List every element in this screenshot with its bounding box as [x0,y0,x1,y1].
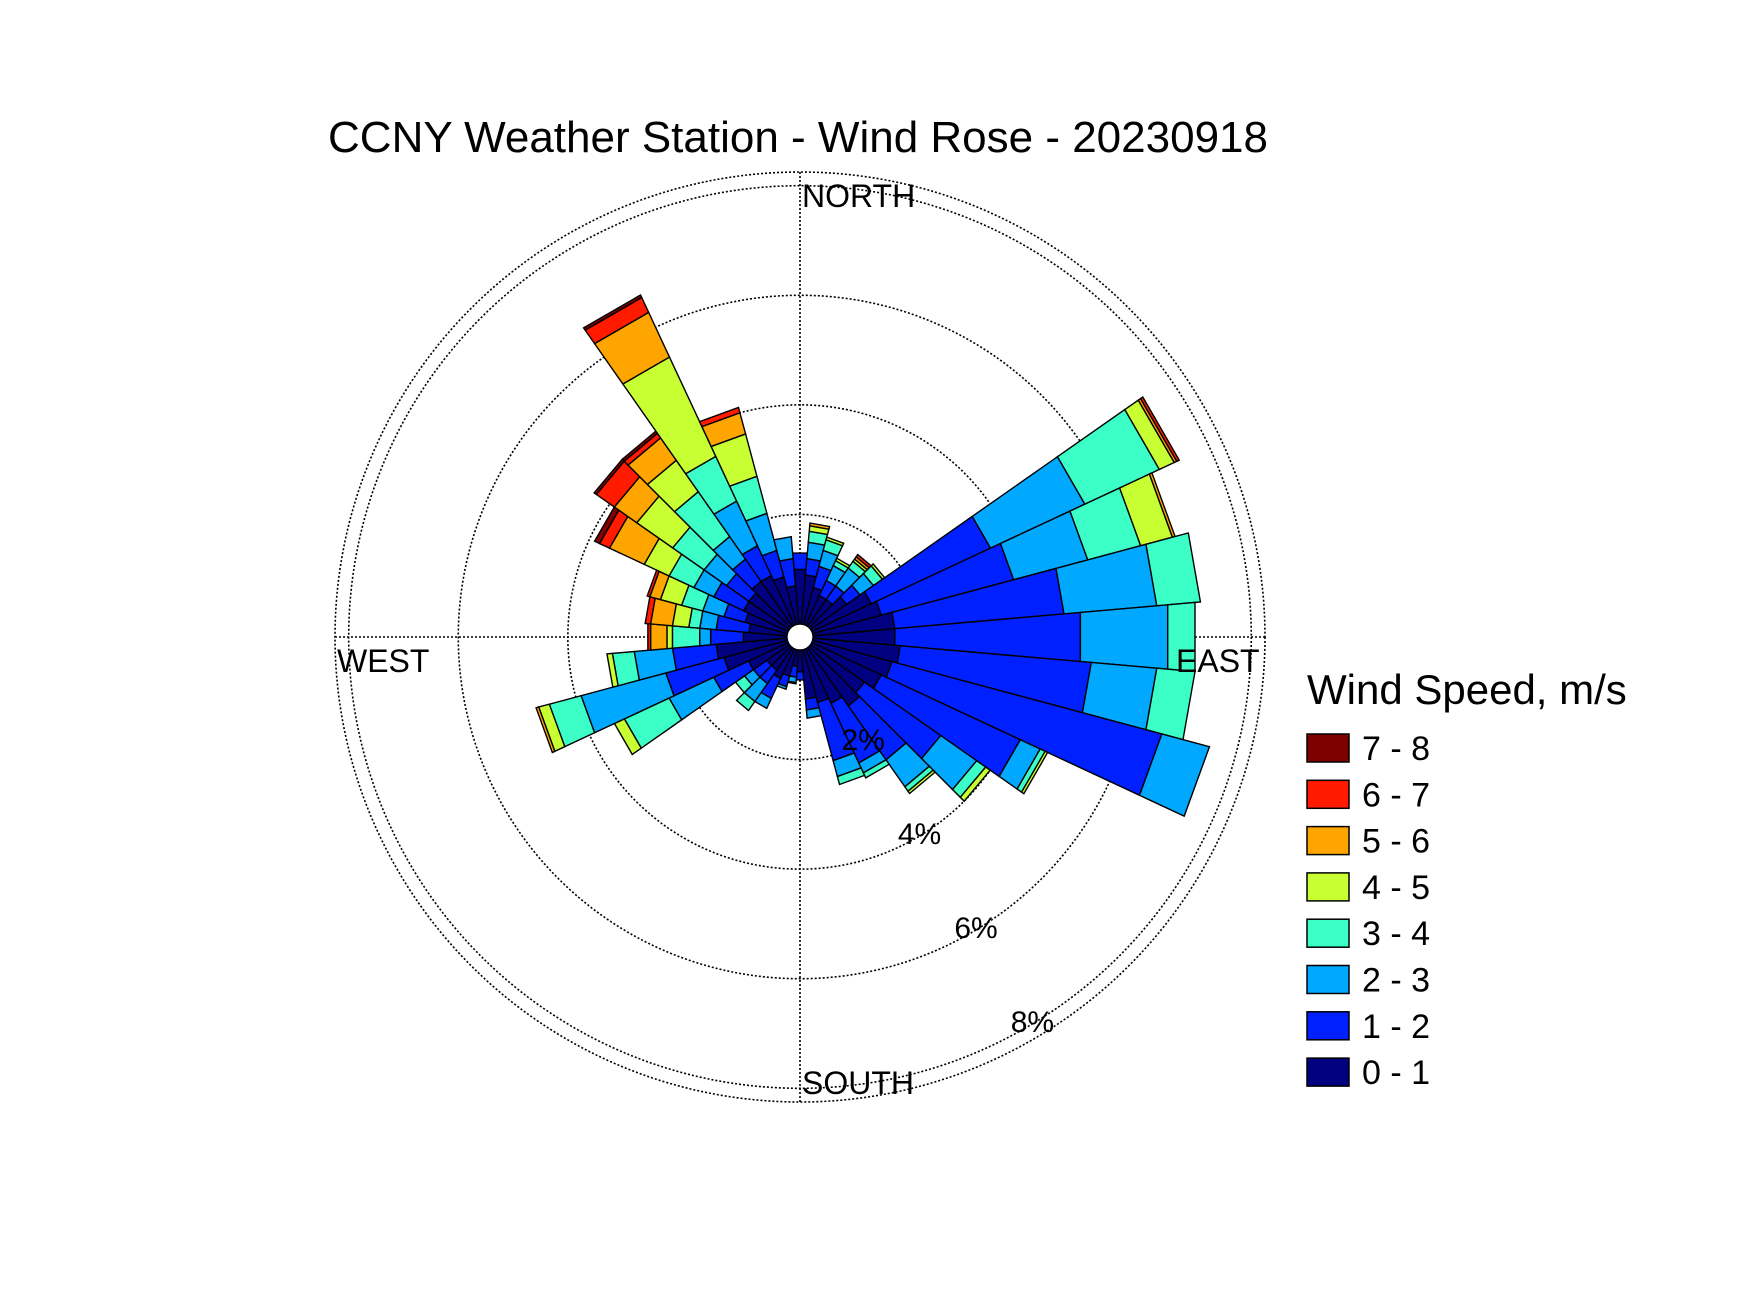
legend-label-3-4: 3 - 4 [1362,915,1430,953]
petal-160deg-bin-3 [836,767,866,786]
legend-label-7-8: 7 - 8 [1362,730,1430,768]
legend-swatch-4-5 [1306,872,1350,902]
legend-swatch-7-8 [1306,733,1350,763]
petal-60deg-bin-6 [1139,395,1181,463]
petal-170deg-bin-2 [805,706,822,719]
legend-swatch-5-6 [1306,825,1350,856]
petal-270deg-bin-6 [647,622,652,652]
ring-label-6%: 6% [954,912,997,945]
petal-90deg-bin-2 [1079,604,1169,670]
legend-swatch-2-3 [1306,964,1350,995]
petal-120deg-bin-4 [1020,750,1049,795]
ring-label-2%: 2% [841,724,884,757]
west-label: WEST [337,643,429,679]
petal-10deg-bin-5 [808,522,831,530]
grid-labels: 2% 4% 6% 8% [841,724,1054,1039]
legend-items: 7 - 8 6 - 7 5 - 6 4 - 5 3 - 4 2 - 3 1 - 2 0 - 1 [1306,730,1430,1092]
ring-label-4%: 4% [898,818,941,851]
petal-270deg-bin-3 [671,625,701,649]
legend-label-2-3: 2 - 3 [1362,962,1430,1000]
legend-label-1-2: 1 - 2 [1362,1008,1430,1046]
petal-340deg-bin-6 [698,406,741,428]
south-label: SOUTH [802,1065,914,1101]
center-hole [786,623,814,651]
legend-swatch-1-2 [1306,1011,1350,1041]
petal-350deg-bin-2 [773,535,794,562]
petal-20deg-bin-4 [825,536,845,547]
petal-140deg-bin-4 [907,769,937,795]
petal-130deg-bin-4 [959,766,992,803]
legend-swatch-0-1 [1306,1057,1350,1087]
petal-220deg-bin-3 [735,691,756,712]
legend-label-6-7: 6 - 7 [1362,776,1430,814]
legend-title: Wind Speed, m/s [1307,666,1627,713]
legend-label-0-1: 0 - 1 [1362,1054,1430,1092]
petal-270deg-bin-5 [649,623,668,651]
petal-270deg-bin-2 [699,627,712,647]
legend-label-5-6: 5 - 6 [1362,823,1430,861]
legend: Wind Speed, m/s 7 - 8 6 - 7 5 - 6 4 - 5 3 - … [1306,666,1627,1092]
petal-270deg-bin-4 [666,624,674,650]
petal-80deg-bin-3 [1145,532,1202,607]
wind-petals [535,294,1211,818]
petal-110deg-bin-2 [1138,733,1211,818]
petal-150deg-bin-3 [862,758,891,779]
legend-label-4-5: 4 - 5 [1362,869,1430,907]
east-label: EAST [1176,643,1260,679]
petal-0deg-bin-1 [791,552,809,571]
petal-250deg-bin-5 [535,706,556,754]
chart-title: CCNY Weather Station - Wind Rose - 20230… [328,113,1268,162]
petal-330deg-bin-7 [582,294,643,332]
north-label: NORTH [802,178,915,214]
legend-swatch-3-4 [1306,918,1350,948]
petal-260deg-bin-4 [606,652,619,689]
ring-label-8%: 8% [1011,1006,1054,1039]
legend-swatch-6-7 [1306,779,1350,810]
